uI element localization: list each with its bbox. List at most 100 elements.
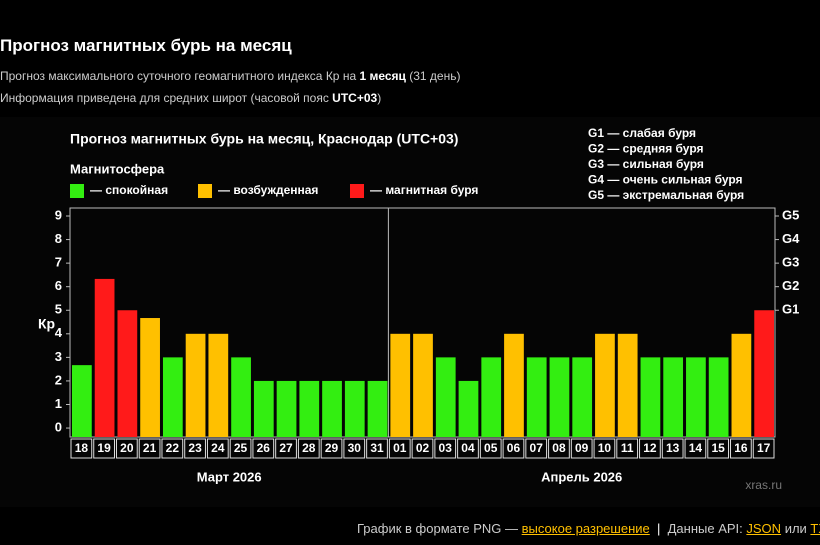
page-title: Прогноз магнитных бурь на месяц — [0, 36, 292, 55]
month-label: Март 2026 — [197, 469, 262, 484]
bar — [276, 380, 297, 437]
x-tick-label: 20 — [120, 441, 134, 455]
bar — [299, 380, 320, 437]
day-cell — [752, 438, 775, 459]
bar — [322, 380, 342, 437]
bar — [208, 333, 229, 437]
day-cell — [616, 438, 639, 459]
bar — [572, 357, 593, 437]
y-tick-label: 9 — [55, 207, 62, 222]
day-cell — [343, 438, 366, 459]
day-cell — [457, 438, 479, 459]
x-tick-label: 22 — [166, 441, 180, 455]
day-cell — [115, 438, 138, 459]
text: (31 день) — [409, 69, 461, 83]
x-tick-label: 29 — [325, 441, 339, 455]
text: Информация приведена для средних широт (… — [0, 91, 333, 105]
legend-swatch — [198, 184, 212, 198]
text: или — [784, 521, 807, 536]
text: График в формате PNG — — [357, 521, 519, 536]
bar — [162, 357, 183, 437]
x-tick-label: 25 — [234, 441, 248, 455]
bar — [185, 333, 206, 437]
bar — [344, 380, 365, 437]
x-tick-label: 05 — [484, 441, 498, 455]
bar — [549, 357, 570, 437]
day-cell — [707, 438, 730, 459]
day-cell — [93, 438, 115, 459]
text: Данные API: — [667, 521, 743, 536]
link[interactable]: высокое разрешение — [521, 521, 650, 536]
g-scale-item: G2 — средняя буря — [588, 142, 704, 156]
legend-title: Магнитосфера — [70, 161, 165, 176]
x-tick-label: 26 — [257, 441, 271, 455]
x-tick-label: 02 — [416, 441, 430, 455]
day-cell — [661, 438, 684, 459]
y-tick-label: 4 — [55, 325, 63, 340]
y2-tick-label: G2 — [782, 278, 799, 293]
bar — [617, 333, 638, 437]
x-tick-label: 06 — [507, 441, 521, 455]
text: ) — [377, 91, 382, 105]
x-tick-label: 14 — [689, 441, 703, 455]
bar — [526, 357, 547, 437]
x-tick-label: 01 — [393, 441, 407, 455]
y2-tick-label: G5 — [782, 207, 799, 222]
bar — [117, 310, 138, 437]
day-cell — [229, 438, 252, 459]
x-tick-label: 09 — [575, 441, 589, 455]
x-tick-label: 15 — [711, 441, 725, 455]
x-tick-label: 28 — [302, 441, 316, 455]
y-tick-label: 7 — [55, 255, 62, 270]
x-tick-label: 12 — [643, 441, 657, 455]
x-tick-label: 13 — [666, 441, 680, 455]
bar — [253, 380, 274, 437]
day-cell — [252, 438, 275, 459]
g-scale-item: G4 — очень сильная буря — [588, 173, 743, 187]
day-cell — [297, 438, 320, 459]
x-tick-label: 10 — [598, 441, 612, 455]
day-cell — [479, 438, 502, 459]
bar — [367, 380, 388, 437]
x-tick-label: 03 — [439, 441, 453, 455]
y-tick-label: 0 — [55, 419, 62, 434]
subtitle: Информация приведена для средних широт (… — [0, 91, 381, 105]
bar — [435, 357, 456, 437]
month-label: Апрель 2026 — [541, 469, 622, 484]
day-cell — [206, 438, 229, 459]
day-cell — [411, 438, 434, 459]
day-cell — [570, 438, 593, 459]
x-tick-label: 21 — [143, 441, 157, 455]
g-scale-item: G3 — сильная буря — [588, 157, 704, 171]
bar — [686, 357, 706, 437]
y2-tick-label: G3 — [782, 255, 799, 270]
bar — [458, 380, 479, 437]
x-tick-label: 07 — [530, 441, 544, 455]
subtitle: Прогноз максимального суточного геомагни… — [0, 69, 460, 83]
y-tick-label: 2 — [55, 372, 62, 387]
bar — [231, 357, 251, 437]
bar — [390, 333, 411, 437]
text: Прогноз максимального суточного геомагни… — [0, 69, 360, 83]
day-cell — [548, 438, 570, 459]
day-cell — [275, 438, 297, 459]
bar — [595, 333, 615, 437]
link[interactable]: TXT — [810, 521, 820, 536]
g-scale-item: G5 — экстремальная буря — [588, 188, 744, 202]
y-tick-label: 3 — [55, 349, 62, 364]
y-axis-label: Кр — [38, 316, 55, 332]
y-tick-label: 1 — [55, 396, 62, 411]
legend-label: — возбужденная — [218, 183, 318, 197]
link[interactable]: JSON — [746, 521, 782, 536]
day-cell — [684, 438, 707, 459]
legend-swatch — [350, 184, 364, 198]
day-cell — [138, 438, 161, 459]
g-scale-item: G1 — слабая буря — [588, 126, 696, 140]
bar — [754, 310, 774, 437]
y2-tick-label: G4 — [782, 231, 800, 246]
x-tick-label: 31 — [370, 441, 384, 455]
bar — [481, 357, 502, 437]
bar — [140, 318, 160, 437]
y-tick-label: 6 — [55, 278, 62, 293]
x-tick-label: 11 — [621, 441, 634, 455]
